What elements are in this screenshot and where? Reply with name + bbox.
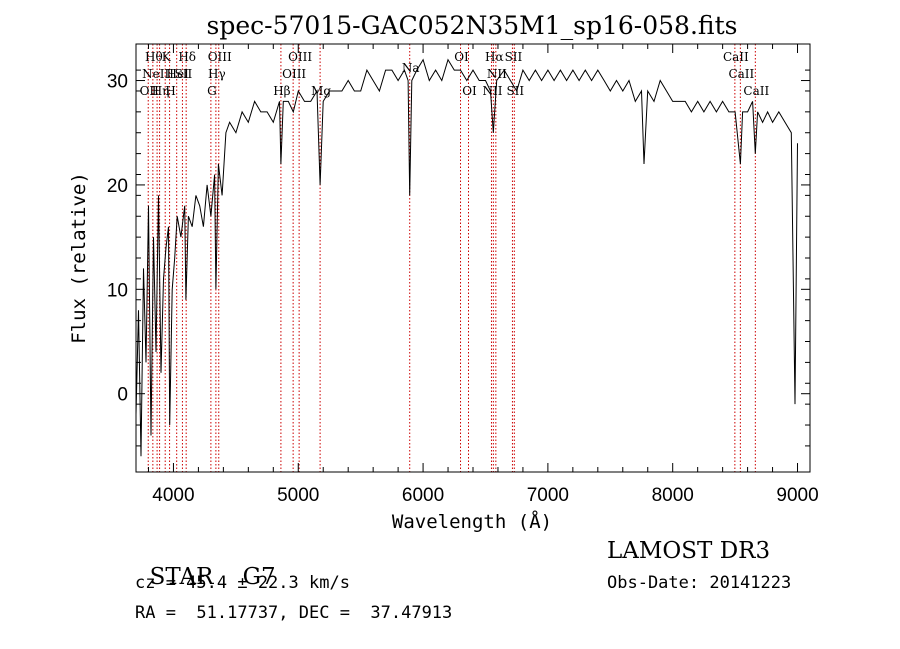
y-axis: 0 10 20 30 <box>107 69 810 447</box>
spectral-line-label: OIII <box>282 67 306 81</box>
spectral-line-label: CaII <box>743 84 769 98</box>
class-label: STAR <box>149 564 214 590</box>
spectral-line-label: CaII <box>728 67 754 81</box>
x-tick-label: 6000 <box>402 485 444 506</box>
spectral-line-label: SII <box>175 67 193 81</box>
redshift-value: cz = 45.4 ± 22.3 km/s <box>135 573 350 593</box>
spectral-line-label: CaII <box>723 50 749 64</box>
spectral-line-label: HeI <box>167 67 190 81</box>
spectral-line-label: H <box>165 84 175 98</box>
spectral-line-label: NII <box>487 67 507 81</box>
y-axis-label: Flux (relative) <box>68 172 90 344</box>
y-tick-label: 20 <box>107 176 128 197</box>
x-axis: 4000 5000 6000 7000 8000 9000 <box>147 44 819 506</box>
spectral-line-label: OIII <box>288 50 312 64</box>
survey-name: LAMOST DR3 <box>607 538 771 564</box>
subclass-label: G7 <box>242 564 276 590</box>
spectral-line-label: Hα <box>485 50 504 64</box>
spectral-line-label: Hδ <box>178 50 196 64</box>
spectral-line-label: Hη <box>152 84 170 98</box>
spectral-line-label: OI <box>454 50 469 64</box>
x-tick-label: 9000 <box>776 485 818 506</box>
spectral-line-labels: OIIHθNeIIIHηKHHeISIIHδGHγOIIIHβOIIIOIIIM… <box>140 50 770 98</box>
plot-frame <box>135 43 811 473</box>
coordinates: RA = 51.17737, DEC = 37.47913 <box>135 603 453 623</box>
x-axis-label: Wavelength (Å) <box>392 510 552 533</box>
x-tick-label: 5000 <box>277 485 319 506</box>
spectral-line-label: SII <box>505 50 523 64</box>
spectral-line-label: Na <box>402 61 420 75</box>
spectral-line-label: OIII <box>208 50 232 64</box>
obs-date: Obs-Date: 20141223 <box>607 573 792 593</box>
y-tick-label: 0 <box>117 385 128 406</box>
spectral-line-markers <box>147 44 756 472</box>
spectral-line-label: Hγ <box>208 67 226 81</box>
spectral-line-label: OI <box>462 84 477 98</box>
spectral-line-label: Hθ <box>145 50 163 64</box>
chart-title: spec-57015-GAC052N35M1_sp16-058.fits <box>207 11 738 40</box>
spectral-line-label: NeIII <box>142 67 174 81</box>
spectral-line-label: K <box>162 50 172 64</box>
spectral-line-label: NII <box>482 84 502 98</box>
spectral-line-label: Mg <box>311 84 331 98</box>
x-tick-label: 7000 <box>527 485 569 506</box>
x-tick-label: 8000 <box>652 485 694 506</box>
spectrum-line <box>135 58 798 457</box>
x-tick-label: 4000 <box>152 485 194 506</box>
spectral-line-label: SII <box>506 84 524 98</box>
spectral-line-label: OII <box>140 84 160 98</box>
object-class: STAR G7 <box>135 538 276 590</box>
spectral-line-label: G <box>207 84 217 98</box>
spectral-line-label: Hβ <box>273 84 290 98</box>
y-tick-label: 10 <box>107 280 128 301</box>
y-tick-label: 30 <box>107 72 128 93</box>
